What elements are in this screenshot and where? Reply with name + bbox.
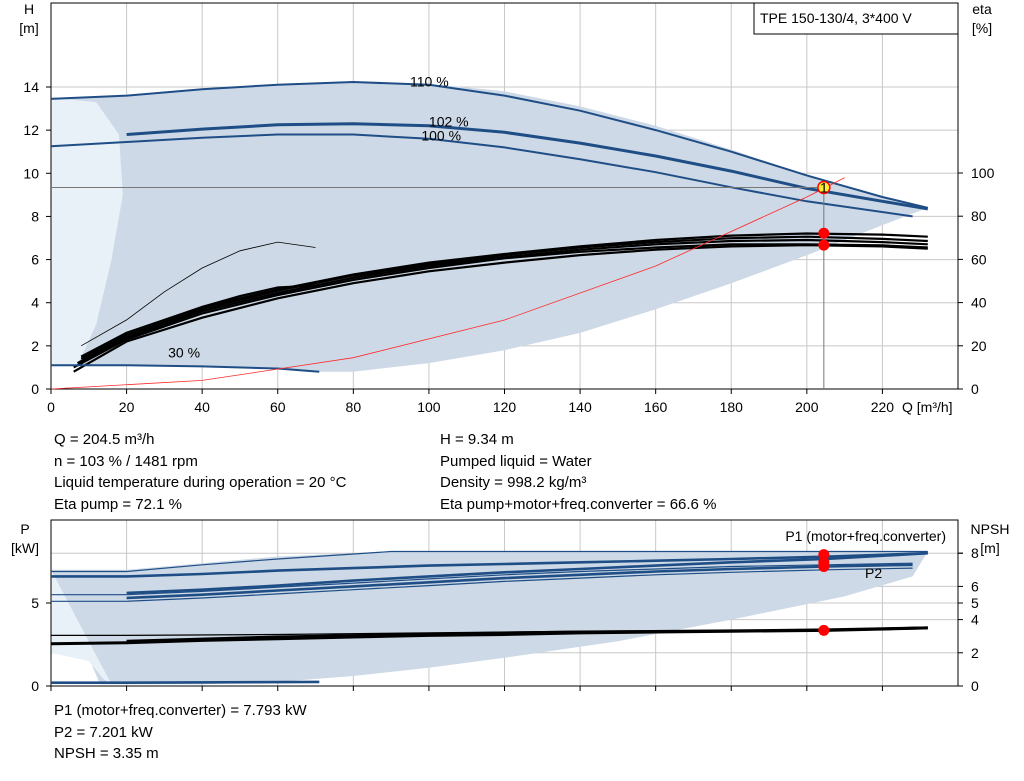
duty-point-label: 1	[820, 180, 828, 196]
eta-tick-label: 40	[971, 295, 987, 311]
head-curve	[51, 364, 320, 373]
model-label: TPE 150-130/4, 3*400 V	[760, 10, 912, 26]
x-tick-label: 100	[417, 399, 441, 415]
x-tick-label: 0	[47, 399, 55, 415]
power-range-edge	[51, 569, 112, 685]
info-eta-pump: Eta pump = 72.1 %	[54, 495, 182, 513]
h-tick-label: 8	[31, 208, 39, 224]
p-axis-label: P	[20, 521, 29, 537]
x-tick-label: 160	[644, 399, 668, 415]
x-tick-label: 120	[493, 399, 517, 415]
power-curve	[51, 562, 913, 596]
x-tick-label: 180	[720, 399, 744, 415]
x-tick-label: 220	[871, 399, 895, 415]
p2-point	[818, 560, 830, 572]
power-range-area	[51, 551, 928, 685]
h-tick-label: 10	[23, 165, 39, 181]
npsh-tick-label: 8	[971, 545, 979, 561]
npsh-axis-label: NPSH	[971, 521, 1010, 537]
x-tick-label: 140	[568, 399, 592, 415]
info-npsh: NPSH = 3.35 m	[54, 745, 159, 762]
info-p2: P2 = 7.201 kW	[54, 723, 153, 741]
h-axis-unit: [m]	[19, 20, 38, 36]
eta-tick-label: 80	[971, 208, 987, 224]
npsh-tick-label: 2	[971, 645, 979, 661]
info-temperature: Liquid temperature during operation = 20…	[54, 474, 347, 491]
p-axis-unit: [kW]	[11, 540, 39, 556]
info-flow: Q = 204.5 m³/h	[54, 431, 155, 448]
eta-tick-label: 20	[971, 338, 987, 354]
eta-curve	[80, 235, 928, 360]
info-p1: P1 (motor+freq.converter) = 7.793 kW	[54, 702, 307, 719]
h-axis-label: H	[24, 1, 34, 17]
p1-curve-label: P1 (motor+freq.converter)	[785, 528, 946, 544]
power-curve	[51, 567, 913, 602]
power-curve	[126, 563, 913, 600]
p-tick-label: 0	[31, 678, 39, 694]
npsh-tick-label: 5	[971, 595, 979, 611]
power-curve	[51, 680, 320, 684]
head-curve-label: 30 %	[168, 344, 200, 360]
h-tick-label: 2	[31, 338, 39, 354]
operating-info-bottom: P1 (motor+freq.converter) = 7.793 kW P2 …	[54, 700, 307, 765]
x-tick-label: 80	[346, 399, 362, 415]
eta-curve	[81, 241, 316, 347]
operating-range-area	[51, 81, 928, 372]
head-curve-label: 110 %	[410, 74, 449, 90]
x-tick-label: 200	[795, 399, 819, 415]
h-tick-label: 14	[23, 79, 39, 95]
h-tick-label: 0	[31, 381, 39, 397]
operating-info-right: H = 9.34 m Pumped liquid = Water Density…	[440, 429, 716, 515]
eta-total-point	[818, 239, 830, 251]
power-curve	[126, 551, 928, 595]
duty-point	[817, 180, 831, 195]
info-density: Density = 998.2 kg/m³	[440, 474, 587, 491]
head-curve	[50, 80, 929, 209]
head-curve-label: 100 %	[421, 128, 461, 144]
npsh-tick-label: 6	[971, 578, 979, 594]
q-axis-label: Q [m³/h]	[902, 399, 953, 415]
power-curve	[51, 550, 928, 573]
eta-tick-label: 60	[971, 251, 987, 267]
eta-curve	[80, 284, 320, 358]
npsh-point	[818, 624, 830, 636]
h-tick-label: 6	[31, 252, 39, 268]
npsh-axis-unit: [m]	[980, 540, 999, 556]
eta-tick-label: 100	[971, 165, 995, 181]
info-liquid: Pumped liquid = Water	[440, 452, 592, 470]
x-tick-label: 60	[270, 399, 286, 415]
info-speed: n = 103 % / 1481 rpm	[54, 452, 198, 470]
model-label-box	[753, 2, 959, 35]
operating-range-edge	[51, 97, 123, 366]
info-eta-total: Eta pump+motor+freq.converter = 66.6 %	[440, 495, 717, 513]
eta-tick-label: 0	[971, 381, 979, 397]
p-tick-label: 5	[31, 595, 39, 611]
h-tick-label: 4	[31, 295, 39, 311]
head-curve	[50, 133, 913, 218]
p1-point	[818, 549, 830, 561]
x-tick-label: 20	[119, 399, 135, 415]
eta-axis-label: eta	[972, 1, 992, 17]
x-tick-label: 40	[194, 399, 210, 415]
eta-pump-point	[818, 227, 830, 239]
npsh-tick-label: 4	[971, 612, 979, 628]
p2-curve-label: P2	[865, 565, 882, 581]
eta-curve	[76, 238, 928, 365]
npsh-tick-label: 0	[971, 678, 979, 694]
operating-info-left: Q = 204.5 m³/h n = 103 % / 1481 rpm Liqu…	[54, 429, 346, 515]
h-tick-label: 12	[23, 122, 39, 138]
info-head: H = 9.34 m	[440, 431, 514, 448]
head-curve-label: 102 %	[429, 114, 469, 130]
power-curve	[51, 551, 928, 578]
eta-axis-unit: [%]	[972, 20, 992, 36]
